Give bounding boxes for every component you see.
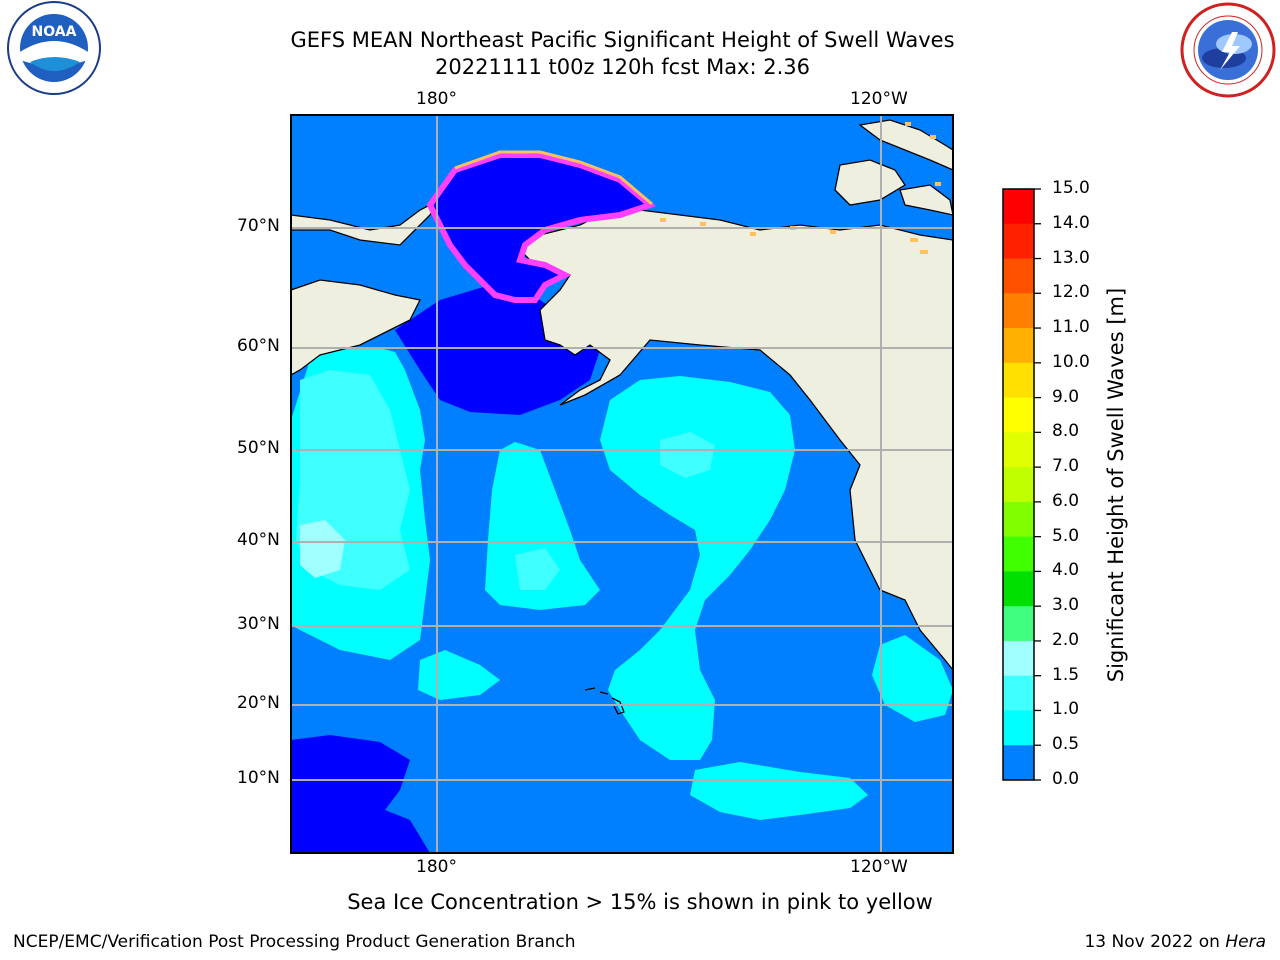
land-kamchatka	[291, 279, 421, 376]
colorbar-segment	[1003, 223, 1034, 260]
colorbar-segment	[1003, 571, 1034, 607]
colorbar-label: Significant Height of Swell Waves [m]	[1104, 287, 1128, 683]
colorbar-tick-label: 13.0	[1052, 247, 1090, 268]
colorbar-segment	[1003, 328, 1034, 364]
swell-region-central	[485, 442, 600, 610]
colorbar-segment	[1003, 640, 1034, 677]
swell-region-gulf-alaska	[600, 376, 795, 760]
footer-credit: NCEP/EMC/Verification Post Processing Pr…	[13, 932, 576, 952]
colorbar-tick-label: 2.0	[1052, 629, 1080, 650]
colorbar-segment	[1003, 606, 1034, 642]
swell-region-tropical	[690, 762, 868, 820]
colorbar-tick-label: 0.0	[1052, 769, 1080, 789]
colorbar-segment	[1003, 189, 1034, 225]
colorbar-tick-label: 14.0	[1052, 212, 1090, 233]
colorbar-segment	[1003, 745, 1034, 781]
colorbar-segment	[1003, 432, 1034, 468]
swell-region-baja	[872, 635, 953, 722]
colorbar-segment	[1003, 397, 1034, 433]
lat-label-10n: 10°N	[237, 768, 280, 788]
land-hawaii	[584, 687, 625, 715]
lat-label-60n: 60°N	[237, 336, 280, 356]
swell-region-gulf-alaska-inner	[660, 432, 715, 478]
swell-region-hawaii-west	[418, 650, 500, 700]
colorbar-segment	[1003, 675, 1034, 711]
colorbar-segment	[1003, 293, 1034, 329]
colorbar-segment	[1003, 467, 1034, 503]
map-frame	[290, 114, 954, 854]
colorbar-tick-label: 15.0	[1052, 178, 1090, 198]
colorbar-tick-label: 1.0	[1052, 699, 1080, 720]
colorbar-tick-label: 1.5	[1052, 664, 1080, 685]
colorbar-tick-label: 8.0	[1052, 421, 1080, 442]
colorbar-segment	[1003, 710, 1034, 746]
lat-label-20n: 20°N	[237, 693, 280, 713]
nws-logo	[1180, 2, 1276, 98]
lon-label-top-120w: 120°W	[850, 89, 908, 109]
swell-region-central-inner	[515, 548, 560, 590]
colorbar-segment	[1003, 362, 1034, 399]
colorbar-tick-label: 11.0	[1052, 317, 1090, 338]
noaa-logo-text: NOAA	[32, 24, 77, 40]
colorbar-tick-label: 5.0	[1052, 525, 1080, 546]
colorbar-tick-label: 12.0	[1052, 282, 1090, 303]
colorbar-tick-label: 9.0	[1052, 386, 1080, 407]
colorbar-tick-label: 0.5	[1052, 734, 1080, 755]
colorbar-segment	[1003, 501, 1034, 538]
lat-label-30n: 30°N	[237, 614, 280, 634]
colorbar-frame	[1002, 188, 1035, 781]
low-swell-region-sw	[291, 735, 430, 853]
lon-label-top-180: 180°	[416, 89, 457, 109]
colorbar-tick-label: 7.0	[1052, 456, 1080, 477]
colorbar-tick-label: 10.0	[1052, 351, 1090, 372]
colorbar-tick-label: 6.0	[1052, 490, 1080, 511]
noaa-logo: NOAA	[7, 1, 101, 95]
chart-title-line2: 20221111 t00z 120h fcst Max: 2.36	[435, 55, 810, 79]
chart-title-line1: GEFS MEAN Northeast Pacific Significant …	[290, 28, 955, 52]
lon-label-bottom-180: 180°	[416, 857, 457, 877]
gridlines	[291, 115, 953, 853]
colorbar-segment	[1003, 258, 1034, 294]
lat-label-40n: 40°N	[237, 530, 280, 550]
lat-label-70n: 70°N	[237, 216, 280, 236]
swell-region-west-peak	[300, 520, 345, 578]
sea-ice-edge-highlight	[454, 150, 653, 206]
sea-ice-note: Sea Ice Concentration > 15% is shown in …	[347, 890, 933, 914]
colorbar-tick-label: 4.0	[1052, 560, 1080, 581]
colorbar-tick-label: 3.0	[1052, 595, 1080, 616]
colorbar-segment	[1003, 536, 1034, 572]
lat-label-50n: 50°N	[237, 438, 280, 458]
footer-date-text: 13 Nov 2022 on	[1084, 932, 1226, 952]
lon-label-bottom-120w: 120°W	[850, 857, 908, 877]
footer-host: Hera	[1225, 932, 1266, 952]
footer-date: 13 Nov 2022 on Hera	[1084, 932, 1266, 952]
